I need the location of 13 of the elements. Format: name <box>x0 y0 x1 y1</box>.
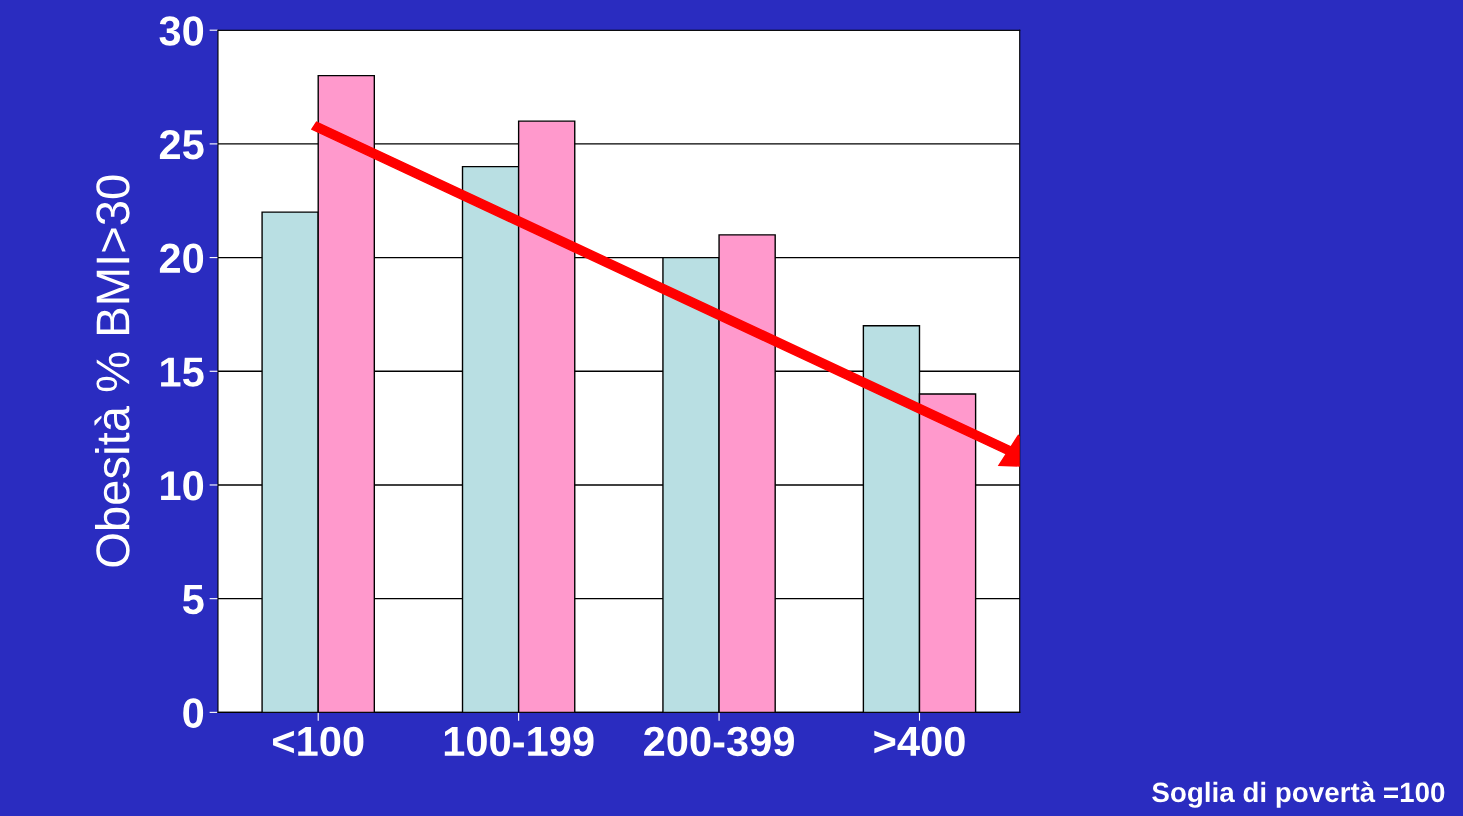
y-tick-label: 15 <box>161 357 204 387</box>
y-axis-title: Obesità % BMI>30 <box>94 175 130 567</box>
x-tick-label: 100-199 <box>444 726 594 757</box>
y-tick-label: 0 <box>183 698 204 728</box>
x-tick-label: 200-399 <box>644 726 794 757</box>
y-tick-label: 25 <box>159 129 204 160</box>
text: Soglia di povertà =100 <box>1152 781 1445 808</box>
x-tick-label: <100 <box>273 726 364 757</box>
y-tick-label: 5 <box>182 585 204 615</box>
x-tick-label: >400 <box>874 726 965 757</box>
y-tick-label: 20 <box>159 243 204 274</box>
y-tick-label: 30 <box>159 16 204 46</box>
y-tick-label: 10 <box>161 470 204 501</box>
